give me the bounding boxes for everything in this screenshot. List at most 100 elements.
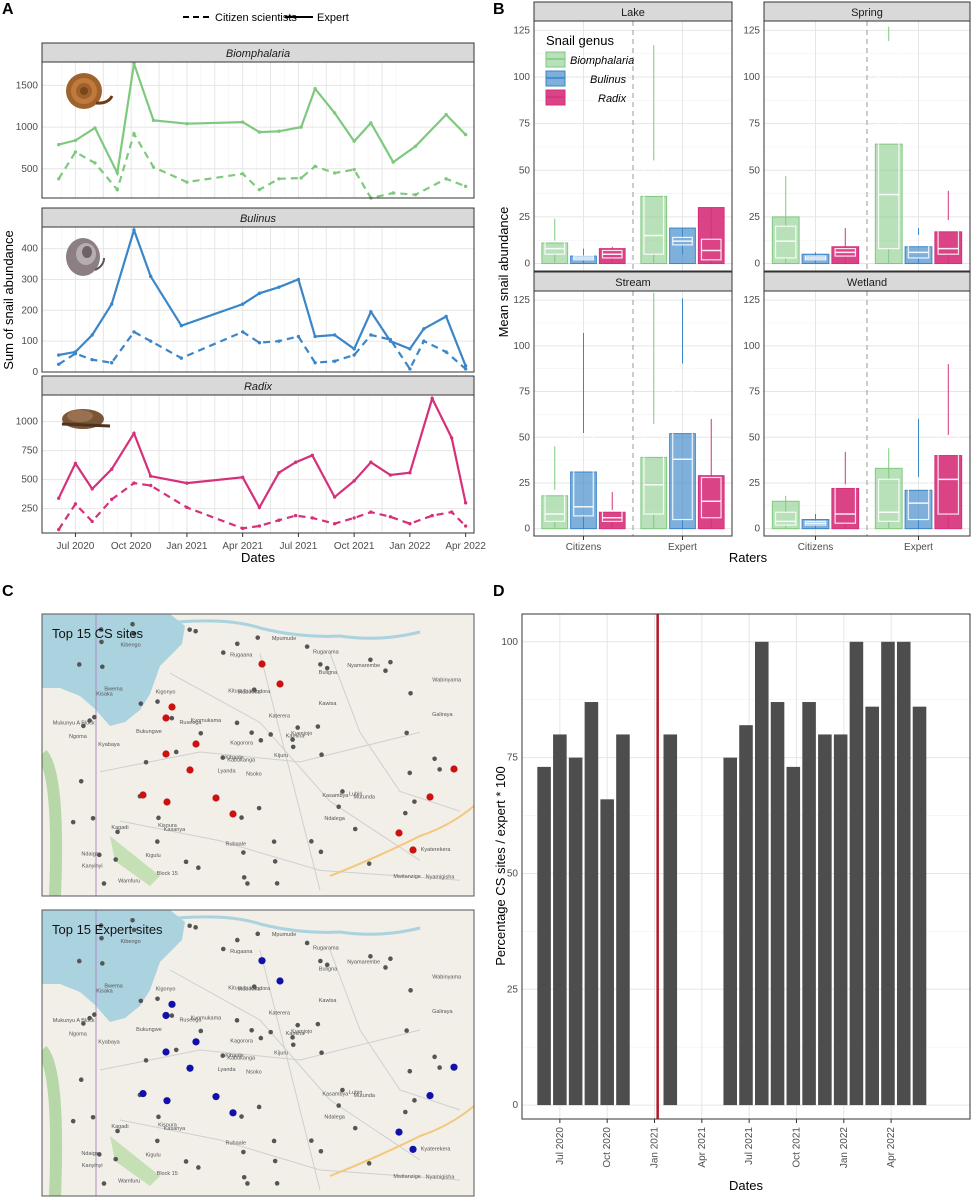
panel-letter-b: B bbox=[493, 1, 505, 18]
data-point bbox=[185, 180, 189, 184]
data-point bbox=[313, 361, 317, 365]
data-point bbox=[430, 513, 434, 518]
place-label: Mutunda bbox=[354, 1093, 376, 1099]
data-point bbox=[132, 330, 136, 334]
bar bbox=[723, 757, 738, 1106]
data-point bbox=[408, 522, 412, 526]
box-expert-bulinus bbox=[669, 298, 696, 530]
place-label: Kigulu bbox=[145, 853, 160, 859]
data-point bbox=[463, 184, 468, 189]
y-tick-label: 25 bbox=[749, 478, 761, 489]
y-tick-label: 1000 bbox=[16, 122, 39, 133]
site-dot bbox=[99, 639, 104, 645]
box-citizens-biomphalaria bbox=[771, 495, 800, 530]
site-dot bbox=[295, 725, 300, 730]
x-tick-label: Jul 2021 bbox=[744, 1127, 755, 1165]
forest bbox=[42, 1045, 63, 1196]
main-road bbox=[329, 1105, 474, 1177]
bar bbox=[553, 734, 567, 1106]
top-site-expert bbox=[258, 957, 266, 965]
legend-b-label-bulinus: Bulinus bbox=[590, 74, 627, 86]
bar bbox=[881, 641, 895, 1106]
place-label: Nyamigisha bbox=[426, 1174, 456, 1180]
legend-expert-label: Expert bbox=[317, 12, 349, 24]
map-bottom-border bbox=[41, 909, 475, 1197]
x-tick-label: Citizens bbox=[566, 542, 602, 553]
place-label: Bukungwe bbox=[136, 1027, 162, 1033]
mean-bar bbox=[541, 495, 569, 530]
data-point bbox=[408, 367, 412, 371]
site-dot bbox=[156, 815, 161, 821]
site-dot bbox=[76, 662, 82, 667]
panel-b-border-stream bbox=[533, 290, 733, 537]
y-tick-label: 100 bbox=[513, 72, 530, 83]
top-site-cs bbox=[409, 846, 417, 854]
data-point bbox=[57, 353, 61, 357]
place-label: Kamina bbox=[286, 734, 306, 740]
top-site-expert bbox=[163, 1097, 171, 1105]
site-dot bbox=[271, 839, 277, 844]
data-point bbox=[413, 192, 418, 197]
x-tick-label: Jul 2020 bbox=[555, 1127, 566, 1165]
data-point bbox=[257, 505, 262, 510]
mean-bar bbox=[570, 471, 597, 530]
bar bbox=[739, 725, 753, 1106]
iqr-box bbox=[672, 363, 693, 521]
site-dot bbox=[98, 923, 104, 928]
data-point bbox=[151, 118, 156, 123]
data-point bbox=[257, 524, 262, 528]
top-site-cs bbox=[186, 766, 194, 774]
data-point bbox=[73, 138, 78, 143]
place-label: Bwema bbox=[104, 686, 123, 692]
iqr-box bbox=[774, 511, 797, 526]
site-dot bbox=[101, 881, 107, 886]
data-point bbox=[57, 527, 61, 532]
forest-patch bbox=[110, 1136, 160, 1186]
top-site-cs bbox=[163, 798, 171, 806]
road bbox=[119, 820, 461, 881]
site-dot bbox=[388, 659, 393, 665]
y-tick-label: 25 bbox=[749, 212, 761, 223]
iqr-box bbox=[877, 478, 900, 522]
top-site-cs bbox=[162, 750, 170, 758]
data-point bbox=[444, 314, 448, 319]
data-point bbox=[132, 481, 136, 485]
place-label: Kasanya bbox=[164, 1126, 186, 1132]
box-expert-radix bbox=[697, 207, 725, 265]
site-dot bbox=[274, 881, 280, 886]
place-label: Kyenjojo bbox=[291, 731, 312, 737]
site-dot bbox=[234, 720, 240, 726]
panel-a-ylabel: Sum of snail abundance bbox=[1, 230, 16, 369]
map-top-border bbox=[41, 613, 475, 897]
data-point bbox=[444, 350, 448, 354]
x-tick-label: Apr 2022 bbox=[886, 1127, 897, 1168]
y-tick-label: 100 bbox=[743, 341, 760, 352]
data-point bbox=[277, 518, 281, 522]
data-point bbox=[408, 347, 412, 351]
site-dot bbox=[368, 954, 373, 959]
map-top-title: Top 15 CS sites bbox=[52, 626, 144, 641]
panel-a-xlabel: Dates bbox=[241, 550, 275, 565]
mean-bar bbox=[640, 195, 668, 265]
place-label: Kawisa bbox=[319, 701, 338, 707]
place-label: Rugarama bbox=[313, 649, 340, 655]
site-dot bbox=[408, 690, 413, 696]
place-label: Mpumude bbox=[272, 636, 296, 642]
place-label: Ruboona bbox=[238, 689, 261, 695]
site-dot bbox=[169, 1013, 175, 1018]
site-dot bbox=[388, 956, 393, 962]
legend-citizen-label: Citizen scientists bbox=[215, 12, 297, 24]
site-dot bbox=[131, 631, 137, 637]
box-citizens-bulinus bbox=[570, 248, 597, 265]
site-dot bbox=[412, 799, 417, 804]
place-label: Kibengo bbox=[120, 939, 140, 945]
iqr-box bbox=[544, 489, 566, 522]
place-label: Kigonyo bbox=[156, 987, 176, 993]
main-road bbox=[329, 805, 474, 877]
bar bbox=[537, 766, 551, 1106]
data-point bbox=[240, 330, 245, 334]
box-expert-radix bbox=[934, 364, 963, 530]
place-label: Wabinyama bbox=[432, 678, 462, 684]
place-label: Kandora bbox=[249, 986, 271, 992]
x-tick-label: Oct 2021 bbox=[334, 541, 375, 552]
